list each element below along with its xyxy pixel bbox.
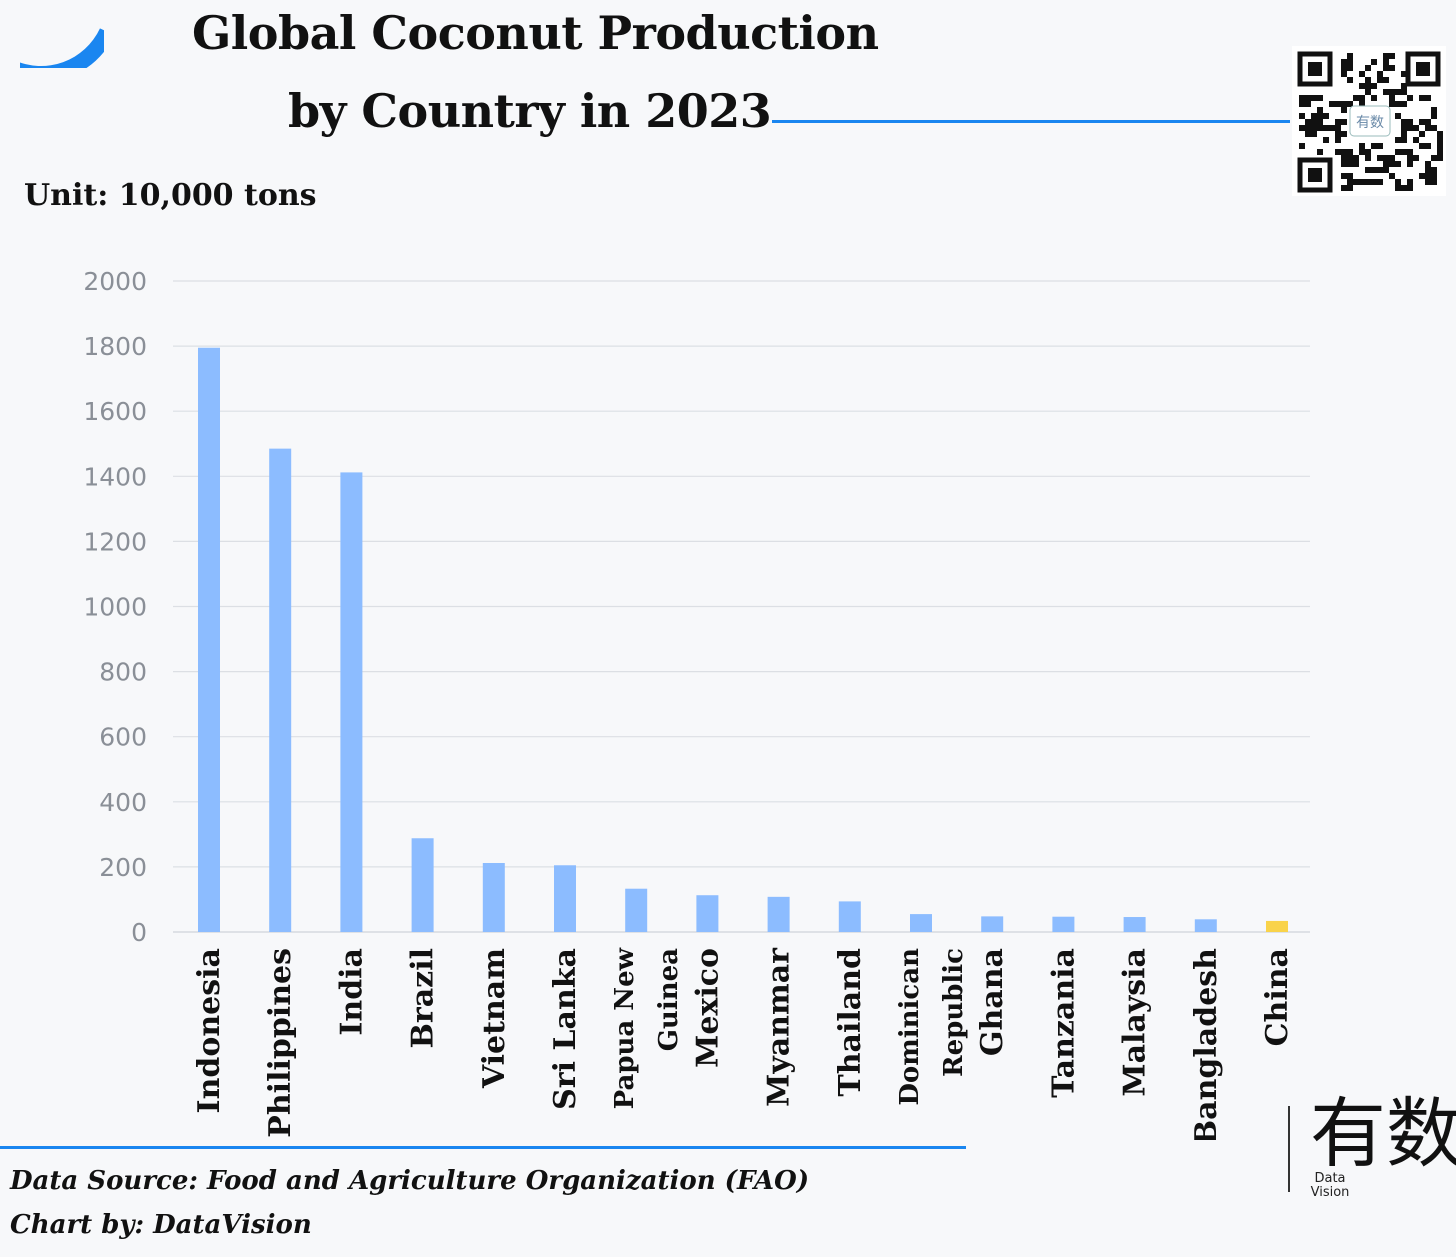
qr-center-label: 有数	[1356, 115, 1384, 131]
y-tick-label: 600	[99, 723, 147, 752]
x-tick-label: China	[1260, 948, 1295, 1046]
x-tick-label: Tanzania	[1046, 948, 1081, 1098]
y-tick-label: 200	[99, 853, 147, 882]
logo-subtitle-line2: Vision	[1310, 1185, 1350, 1200]
bar	[340, 472, 363, 932]
x-tick-label: Vietnam	[477, 948, 512, 1089]
y-tick-label: 400	[99, 788, 147, 817]
logo-subtitle: Data Vision	[1310, 1172, 1350, 1200]
y-tick-label: 800	[99, 658, 147, 687]
bar	[838, 901, 861, 932]
x-tick-label: Guinea	[654, 948, 684, 1051]
logo-subtitle-line1: Data	[1314, 1171, 1346, 1186]
y-tick-label: 1800	[83, 332, 147, 361]
x-tick-label: Thailand	[833, 948, 868, 1097]
y-tick-label: 2000	[83, 267, 147, 296]
unit-label: Unit: 10,000 tons	[24, 178, 317, 213]
x-tick-label: Bangladesh	[1189, 948, 1224, 1140]
x-tick-label: Brazil	[406, 948, 441, 1048]
bar	[554, 865, 576, 932]
x-tick-label: Myanmar	[762, 947, 797, 1107]
corner-arc-decoration	[20, 0, 104, 68]
logo-text: 有数	[1310, 1089, 1456, 1178]
bar	[981, 916, 1004, 932]
bar	[1266, 920, 1288, 932]
bar	[411, 838, 434, 932]
bar	[269, 448, 292, 932]
bar	[198, 347, 220, 932]
bar	[625, 888, 648, 932]
chart-credit: Chart by: DataVision	[10, 1210, 312, 1240]
bar	[1123, 917, 1146, 932]
y-tick-label: 1000	[83, 593, 147, 622]
logo-divider	[1288, 1106, 1290, 1192]
qr-code-graphic: 有数	[1297, 51, 1443, 193]
data-source: Data Source: Food and Agriculture Organi…	[10, 1166, 810, 1196]
gridlines	[173, 280, 1310, 933]
bar	[482, 862, 505, 932]
x-tick-label: India	[334, 948, 369, 1036]
qr-code-icon: 有数	[1292, 46, 1446, 196]
bar	[767, 896, 790, 932]
title-divider	[772, 120, 1290, 123]
x-tick-label: Papua New	[610, 947, 640, 1109]
chart-title-line2: by Country in 2023	[288, 84, 772, 138]
x-tick-label: Dominican	[895, 948, 925, 1106]
x-tick-label: Sri Lanka	[548, 948, 583, 1110]
x-tick-label: Malaysia	[1118, 948, 1153, 1097]
x-tick-label: Indonesia	[192, 948, 227, 1113]
footer-divider	[0, 1146, 966, 1149]
x-axis-labels: Indonesia Philippines India Brazil Vietnam Sr…	[192, 947, 1295, 1140]
y-tick-label: 1600	[83, 397, 147, 426]
y-axis-ticks: 0 200 400 600 800 1000 1200 1400 1600 1800 2000	[83, 267, 147, 947]
x-tick-label: Ghana	[975, 948, 1010, 1056]
bars	[198, 347, 1288, 932]
chart-title-line1: Global Coconut Production	[192, 6, 879, 60]
bar	[1052, 916, 1075, 932]
x-tick-label: Mexico	[690, 948, 725, 1068]
y-tick-label: 0	[131, 918, 147, 947]
x-tick-label: Philippines	[263, 948, 298, 1138]
bar-chart: 0 200 400 600 800 1000 1200 1400 1600 1800 2000 In…	[83, 267, 1310, 1140]
bar	[1194, 919, 1217, 932]
bar	[696, 895, 719, 932]
x-tick-label: Republic	[939, 948, 969, 1077]
datavision-logo: 有数 Data Vision	[1288, 1096, 1456, 1206]
y-tick-label: 1200	[83, 527, 147, 556]
bar	[910, 914, 932, 932]
y-tick-label: 1400	[83, 462, 147, 491]
